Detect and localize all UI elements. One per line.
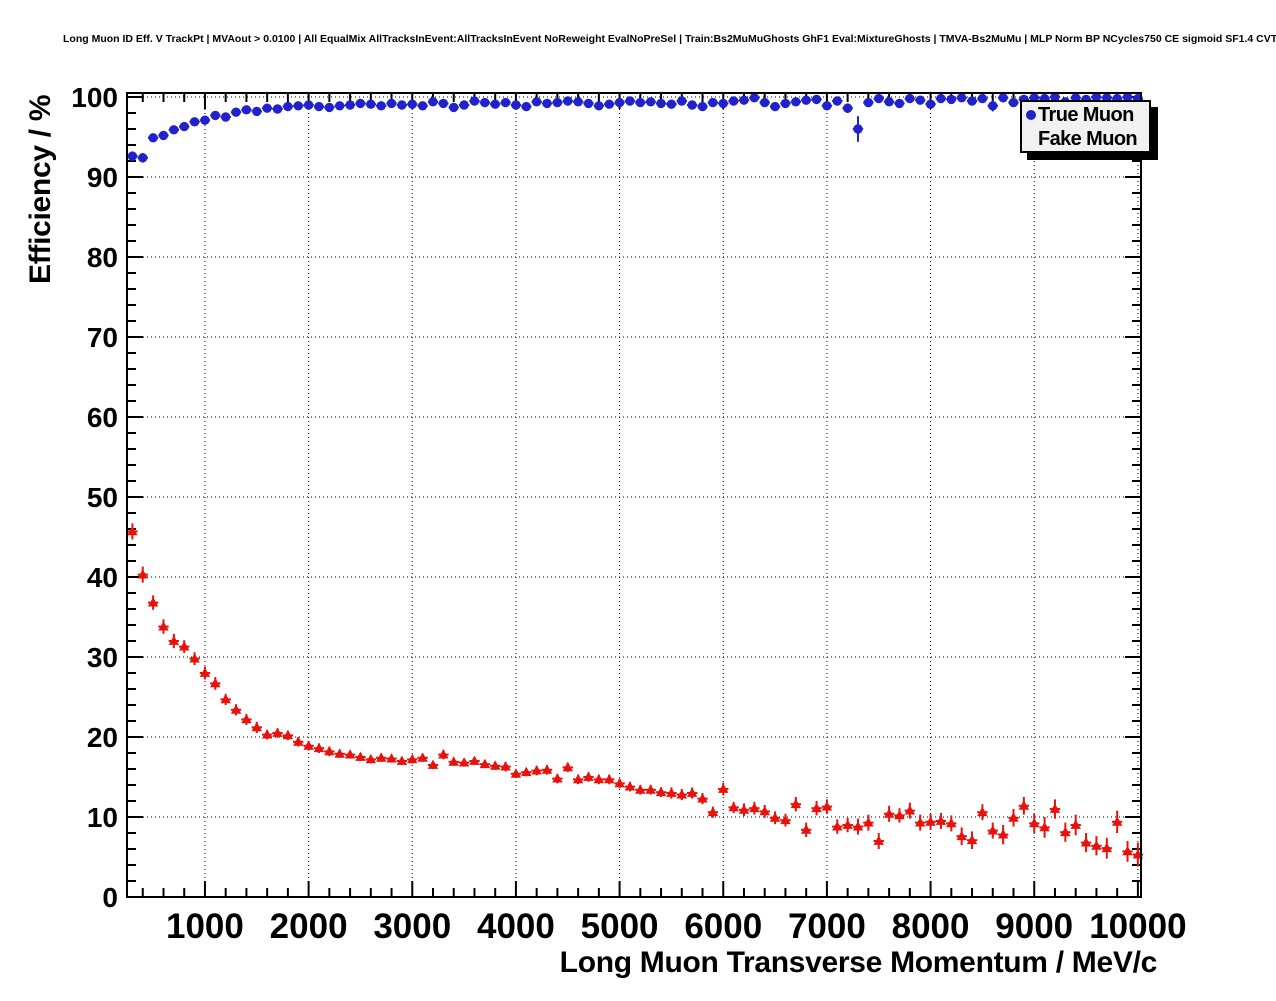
series-fake-muon <box>127 523 1144 867</box>
legend: True Muon Fake Muon <box>1020 100 1151 153</box>
svg-text:1000: 1000 <box>166 907 244 946</box>
svg-text:90: 90 <box>87 162 118 193</box>
plot-title: Long Muon ID Eff. V TrackPt | MVAout > 0… <box>63 33 1276 45</box>
svg-text:5000: 5000 <box>581 907 659 946</box>
svg-text:8000: 8000 <box>892 907 970 946</box>
svg-text:3000: 3000 <box>373 907 451 946</box>
svg-text:70: 70 <box>87 322 118 353</box>
true-muon-marker-icon <box>1025 110 1036 120</box>
svg-text:4000: 4000 <box>477 907 555 946</box>
legend-entry-fake-muon: Fake Muon <box>1022 127 1149 151</box>
x-axis-title: Long Muon Transverse Momentum / MeV/c <box>559 946 1158 979</box>
svg-text:40: 40 <box>87 562 118 593</box>
legend-label-fake-muon: Fake Muon <box>1038 127 1138 150</box>
svg-text:0: 0 <box>102 882 118 913</box>
svg-text:10: 10 <box>87 802 118 833</box>
svg-text:9000: 9000 <box>995 907 1073 946</box>
legend-label-true-muon: True Muon <box>1038 103 1134 126</box>
svg-text:100: 100 <box>71 82 118 113</box>
svg-text:80: 80 <box>87 242 118 273</box>
legend-entry-true-muon: True Muon <box>1022 103 1149 127</box>
y-axis-title: Efficiency / % <box>24 94 57 284</box>
svg-text:6000: 6000 <box>684 907 762 946</box>
svg-text:30: 30 <box>87 642 118 673</box>
svg-text:2000: 2000 <box>270 907 348 946</box>
svg-text:10000: 10000 <box>1089 907 1186 946</box>
svg-text:7000: 7000 <box>788 907 866 946</box>
series-true-muon <box>127 92 1144 163</box>
svg-text:20: 20 <box>87 722 118 753</box>
svg-text:50: 50 <box>87 482 118 513</box>
svg-text:60: 60 <box>87 402 118 433</box>
